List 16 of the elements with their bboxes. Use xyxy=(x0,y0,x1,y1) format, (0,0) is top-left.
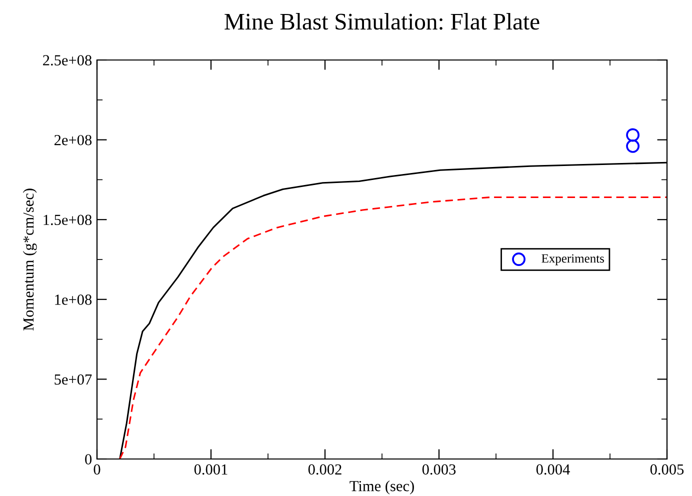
y-tick-label: 2e+08 xyxy=(54,134,92,146)
x-tick-label: 0.002 xyxy=(308,464,342,475)
chart-title: Mine Blast Simulation: Flat Plate xyxy=(224,13,540,30)
x-tick-label: 0 xyxy=(94,464,100,475)
y-tick-label: 2.5e+08 xyxy=(43,55,92,66)
y-axis-title: Momentum (g*cm/sec) xyxy=(22,188,37,331)
x-tick-label: 0.004 xyxy=(536,464,570,475)
x-tick-label: 0.003 xyxy=(422,464,456,475)
x-tick-label: 0.001 xyxy=(194,464,228,475)
y-tick-label: 1e+08 xyxy=(55,294,92,305)
y-tick-label: 1.5e+08 xyxy=(44,214,92,226)
y-tick-label: 5e+07 xyxy=(54,374,92,385)
legend-label: Experiments xyxy=(542,254,604,266)
y-tick-label: 0 xyxy=(85,454,92,464)
x-axis-title: Time (sec) xyxy=(350,480,414,494)
x-tick-label: 0.005 xyxy=(650,464,684,475)
